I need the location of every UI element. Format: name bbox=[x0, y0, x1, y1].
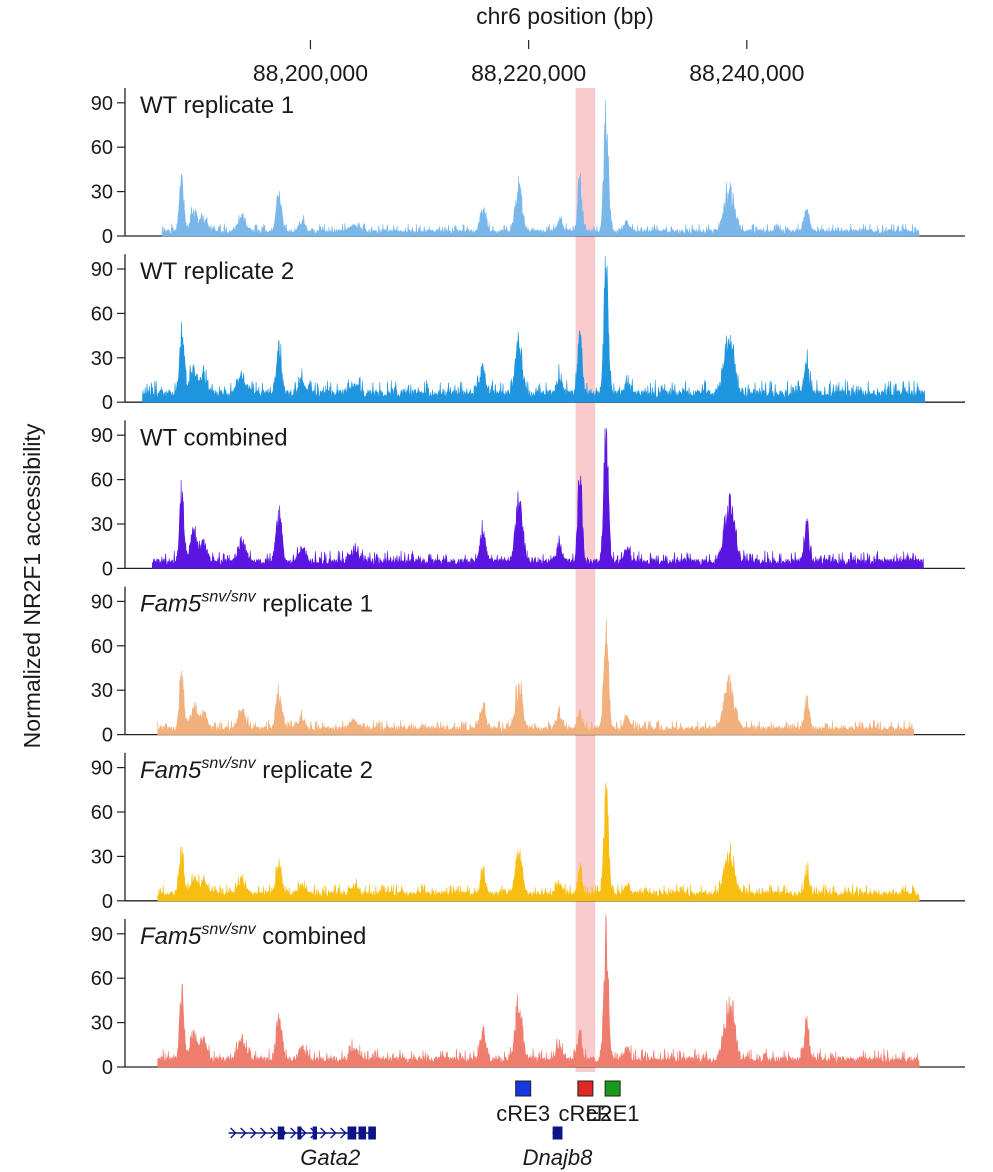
y-tick-label: 0 bbox=[102, 1057, 113, 1079]
gene-name: Gata2 bbox=[300, 1145, 360, 1170]
strand-arrow bbox=[250, 1127, 257, 1139]
gene-exon bbox=[552, 1126, 563, 1140]
genotype-superscript: snv/snv bbox=[201, 589, 256, 606]
signal-area bbox=[142, 256, 925, 403]
y-tick-label: 0 bbox=[102, 725, 113, 747]
gene-exon bbox=[368, 1126, 376, 1140]
strand-arrow bbox=[300, 1127, 307, 1139]
cre-marker bbox=[604, 1080, 621, 1097]
y-tick-label: 60 bbox=[91, 968, 113, 990]
y-tick-label: 60 bbox=[91, 470, 113, 492]
track-label: Fam5snv/snv combined bbox=[140, 921, 366, 950]
strand-arrow bbox=[330, 1127, 337, 1139]
track-label: WT combined bbox=[140, 424, 288, 451]
cre-label: cRE2 bbox=[558, 1101, 612, 1126]
y-tick-label: 0 bbox=[102, 558, 113, 580]
cre-marker bbox=[577, 1080, 594, 1097]
top-tick-label: 88,240,000 bbox=[689, 60, 804, 86]
genotype-name: Fam5 bbox=[140, 591, 202, 618]
strand-arrow bbox=[230, 1127, 237, 1139]
strand-arrow bbox=[290, 1127, 297, 1139]
cre-marker bbox=[515, 1080, 532, 1097]
track-label: WT replicate 1 bbox=[140, 92, 294, 119]
track-label: Fam5snv/snv replicate 1 bbox=[140, 589, 373, 618]
top-tick-label: 88,220,000 bbox=[471, 60, 586, 86]
strand-arrow bbox=[240, 1127, 247, 1139]
y-tick-label: 90 bbox=[91, 93, 113, 115]
highlight-layer bbox=[575, 88, 596, 1072]
top-tick-label: 88,200,000 bbox=[253, 60, 368, 86]
signal-area bbox=[157, 618, 914, 735]
y-tick-label: 0 bbox=[102, 392, 113, 414]
track-label: WT replicate 2 bbox=[140, 258, 294, 285]
genotype-name: Fam5 bbox=[140, 923, 202, 950]
strand-arrow bbox=[320, 1127, 327, 1139]
track-label: Fam5snv/snv replicate 2 bbox=[140, 755, 373, 784]
gene-name: Dnajb8 bbox=[523, 1145, 593, 1170]
y-tick-label: 0 bbox=[102, 891, 113, 913]
y-tick-label: 30 bbox=[91, 182, 113, 204]
cre-label: cRE1 bbox=[586, 1101, 640, 1126]
y-tick-label: 30 bbox=[91, 846, 113, 868]
genotype-superscript: snv/snv bbox=[201, 755, 256, 772]
track-label-suffix: replicate 1 bbox=[256, 591, 373, 618]
genotype-name: Fam5 bbox=[140, 757, 202, 784]
track-panel: 0 30 60 90 WT combined bbox=[91, 420, 965, 580]
y-tick-label: 30 bbox=[91, 1013, 113, 1035]
gene-exon bbox=[297, 1126, 302, 1140]
track-panel: 0 30 60 90 WT replicate 1 bbox=[91, 88, 965, 248]
gene-exon bbox=[358, 1126, 367, 1140]
track-panel: 0 30 60 90 WT replicate 2 bbox=[91, 254, 965, 414]
track-label-suffix: combined bbox=[256, 923, 367, 950]
strand-arrow bbox=[270, 1127, 277, 1139]
cre-label: cRE3 bbox=[496, 1101, 550, 1126]
y-tick-label: 30 bbox=[91, 514, 113, 536]
signal-area bbox=[161, 99, 920, 237]
gene-model: Gata2 bbox=[228, 1126, 376, 1170]
signal-area bbox=[152, 428, 924, 569]
track-panel: 0 30 60 90 Fam5snv/snv combined bbox=[91, 914, 965, 1079]
y-tick-label: 0 bbox=[102, 226, 113, 248]
gene-exon bbox=[312, 1126, 317, 1140]
top-x-axis: 88,200,000 88,220,000 88,240,000 bbox=[253, 40, 804, 86]
x-axis-title: chr6 position (bp) bbox=[476, 3, 654, 29]
y-tick-label: 60 bbox=[91, 802, 113, 824]
y-tick-label: 60 bbox=[91, 137, 113, 159]
y-tick-label: 90 bbox=[91, 758, 113, 780]
track-panel: 0 30 60 90 Fam5snv/snv replicate 2 bbox=[91, 752, 965, 913]
signal-area bbox=[157, 914, 920, 1068]
gene-exon bbox=[347, 1126, 357, 1140]
y-tick-label: 90 bbox=[91, 924, 113, 946]
y-tick-label: 60 bbox=[91, 636, 113, 658]
strand-arrow bbox=[260, 1127, 267, 1139]
gene-annotations: Gata2 Dnajb8 bbox=[228, 1126, 593, 1170]
highlight-region bbox=[575, 88, 596, 1072]
y-tick-label: 30 bbox=[91, 348, 113, 370]
track-panel: 0 30 60 90 Fam5snv/snv replicate 1 bbox=[91, 586, 965, 747]
y-tick-label: 90 bbox=[91, 259, 113, 281]
gene-model: Dnajb8 bbox=[523, 1126, 593, 1170]
signal-area bbox=[157, 782, 920, 902]
y-tick-label: 30 bbox=[91, 680, 113, 702]
gene-exon bbox=[277, 1126, 285, 1140]
y-axis-title: Normalized NR2F1 accessibility bbox=[19, 423, 45, 748]
track-panels: 0 30 60 90 WT replicate 1 0 30 60 90 WT replicate… bbox=[91, 88, 965, 1079]
strand-arrow bbox=[340, 1127, 347, 1139]
y-tick-label: 90 bbox=[91, 591, 113, 613]
y-tick-label: 90 bbox=[91, 425, 113, 447]
y-tick-label: 60 bbox=[91, 303, 113, 325]
track-label-suffix: replicate 2 bbox=[256, 757, 373, 784]
genotype-superscript: snv/snv bbox=[201, 921, 256, 938]
